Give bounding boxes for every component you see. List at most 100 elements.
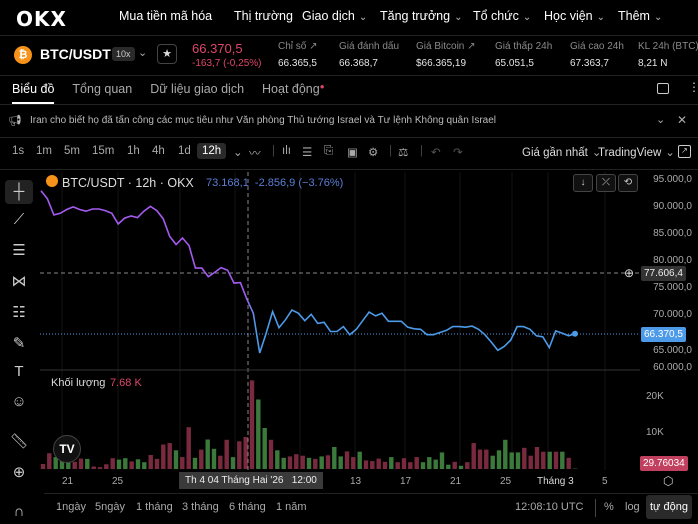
- price-type-select[interactable]: Giá gần nhất ⌄: [522, 145, 602, 159]
- reset-icon[interactable]: ⟲: [618, 174, 638, 192]
- trendline-icon[interactable]: ⟋: [13, 211, 25, 228]
- menu-more[interactable]: Thêm ⌄: [618, 9, 662, 23]
- brush-icon[interactable]: ✎: [12, 335, 26, 352]
- notification-dot: ●: [319, 82, 325, 91]
- tradingview-logo[interactable]: TV: [53, 435, 81, 463]
- more-vertical-icon[interactable]: ⋮: [688, 80, 698, 94]
- volume-bar: [256, 399, 261, 469]
- price-tick: 60.000,0: [653, 362, 692, 373]
- menu-label: Tăng trưởng: [380, 9, 451, 23]
- range-1m[interactable]: 1 tháng: [136, 501, 173, 513]
- menu-institutions[interactable]: Tổ chức ⌄: [473, 9, 531, 23]
- ruler-icon[interactable]: 📏︎: [9, 433, 29, 450]
- tab-overview[interactable]: Tổng quan: [72, 82, 133, 96]
- tab-trading-data[interactable]: Dữ liệu giao dịch: [150, 82, 245, 96]
- line-chart-icon[interactable]: 〰: [249, 148, 261, 160]
- indicators-icon[interactable]: ılı: [282, 145, 291, 157]
- pattern-icon[interactable]: ⋈: [11, 273, 27, 290]
- menu-label: Thị trường: [234, 9, 293, 23]
- emoji-icon[interactable]: ☺: [11, 393, 27, 410]
- collapse-icon[interactable]: ⤫: [596, 174, 616, 192]
- interval-1s[interactable]: 1s: [12, 145, 25, 157]
- volume-bar: [300, 455, 305, 469]
- volume-bar: [180, 457, 185, 469]
- template-icon[interactable]: ⎘: [324, 145, 334, 157]
- volume-bar: [116, 459, 122, 469]
- interval-12h[interactable]: 12h: [197, 143, 227, 159]
- divider: [595, 499, 596, 517]
- stat-value: 65.051,5: [495, 58, 534, 69]
- volume-bar: [446, 464, 451, 469]
- add-alert-icon[interactable]: ⊕: [624, 266, 635, 280]
- text-icon[interactable]: T: [14, 363, 24, 380]
- interval-15m[interactable]: 15m: [92, 145, 115, 157]
- menu-trade[interactable]: Giao dịch ⌄: [302, 9, 367, 23]
- range-1d[interactable]: 1ngày: [56, 501, 86, 513]
- range-3m[interactable]: 3 tháng: [182, 501, 219, 513]
- volume-bar: [224, 439, 229, 469]
- menu-growth[interactable]: Tăng trưởng ⌄: [380, 9, 462, 23]
- volume-bar: [40, 464, 46, 469]
- menu-markets[interactable]: Thị trường: [234, 9, 293, 23]
- fib-icon[interactable]: ☷: [12, 304, 26, 321]
- undo-icon[interactable]: ↶: [431, 147, 441, 159]
- compare-icon[interactable]: ⚖: [398, 147, 409, 159]
- volume-bar: [59, 458, 65, 469]
- stat-24h-low: Giá thấp 24h 65.051,5: [495, 41, 552, 69]
- menu-buy-crypto[interactable]: Mua tiền mã hóa: [119, 9, 212, 23]
- time-tick: 21: [450, 476, 462, 487]
- settings-icon[interactable]: ⬡: [663, 474, 674, 488]
- stat-24h-volume: KL 24h (BTC) 8,21 N: [638, 41, 698, 69]
- tab-activity[interactable]: Hoạt động●: [262, 82, 325, 96]
- range-1y[interactable]: 1 năm: [276, 501, 307, 513]
- tab-chart[interactable]: Biểu đồ: [12, 82, 55, 104]
- favorite-star-icon[interactable]: ★: [157, 44, 177, 64]
- magnet-icon[interactable]: ∩: [13, 503, 25, 520]
- chevron-down-icon[interactable]: ⌄: [656, 114, 666, 126]
- interval-1m[interactable]: 1m: [36, 145, 52, 157]
- divider: |: [272, 145, 275, 157]
- stat-label: Giá thấp 24h: [495, 41, 553, 52]
- volume-bar: [332, 447, 337, 469]
- percent-scale-toggle[interactable]: %: [604, 501, 614, 513]
- fullscreen-icon[interactable]: ↗: [678, 145, 691, 158]
- interval-5m[interactable]: 5m: [64, 145, 80, 157]
- crosshair-icon[interactable]: ┼: [0, 180, 38, 204]
- news-ticker[interactable]: Iran cho biết họ đã tấn công các mục tiê…: [30, 115, 497, 126]
- list-icon[interactable]: ☰: [302, 147, 313, 159]
- interval-1h[interactable]: 1h: [127, 145, 140, 157]
- volume-bar: [477, 449, 483, 469]
- gear-icon[interactable]: ⚙: [368, 147, 379, 159]
- okx-logo[interactable]: OKX: [16, 7, 67, 31]
- calendar-icon[interactable]: ▣: [347, 147, 358, 159]
- volume-bar: [528, 455, 533, 469]
- chart-type-select[interactable]: TradingView ⌄: [598, 145, 675, 159]
- price-tick: 95.000,0: [653, 174, 692, 185]
- stat-label[interactable]: Giá Bitcoin ↗: [416, 41, 476, 52]
- pair-selector[interactable]: BTC/USDT: [40, 46, 111, 62]
- log-scale-toggle[interactable]: log: [625, 501, 640, 513]
- redo-icon[interactable]: ↷: [453, 147, 463, 159]
- volume-bar: [553, 451, 559, 469]
- chevron-down-icon[interactable]: ⌄: [138, 47, 148, 59]
- range-5d[interactable]: 5ngày: [95, 501, 125, 513]
- volume-bar: [199, 449, 204, 469]
- scroll-down-icon[interactable]: ↓: [573, 174, 593, 192]
- range-6m[interactable]: 6 tháng: [229, 501, 266, 513]
- close-icon[interactable]: ✕: [677, 113, 688, 127]
- menu-academy[interactable]: Học viện ⌄: [544, 9, 605, 23]
- volume-bar: [363, 460, 369, 469]
- auto-scale-toggle[interactable]: tự động: [646, 495, 692, 519]
- interval-4h[interactable]: 4h: [152, 145, 165, 157]
- volume-bar: [395, 462, 400, 469]
- window-icon[interactable]: [657, 83, 669, 94]
- stat-label[interactable]: Chỉ số ↗: [278, 41, 318, 52]
- time-tick: 25: [500, 476, 512, 487]
- clock-time[interactable]: 12:08:10 UTC: [515, 501, 584, 513]
- horizontal-lines-icon[interactable]: ☰: [12, 242, 26, 259]
- zoom-in-icon[interactable]: ⊕: [12, 464, 26, 481]
- chevron-down-icon[interactable]: ⌄: [233, 147, 243, 159]
- interval-1d[interactable]: 1d: [178, 145, 191, 157]
- volume-bar: [503, 439, 508, 469]
